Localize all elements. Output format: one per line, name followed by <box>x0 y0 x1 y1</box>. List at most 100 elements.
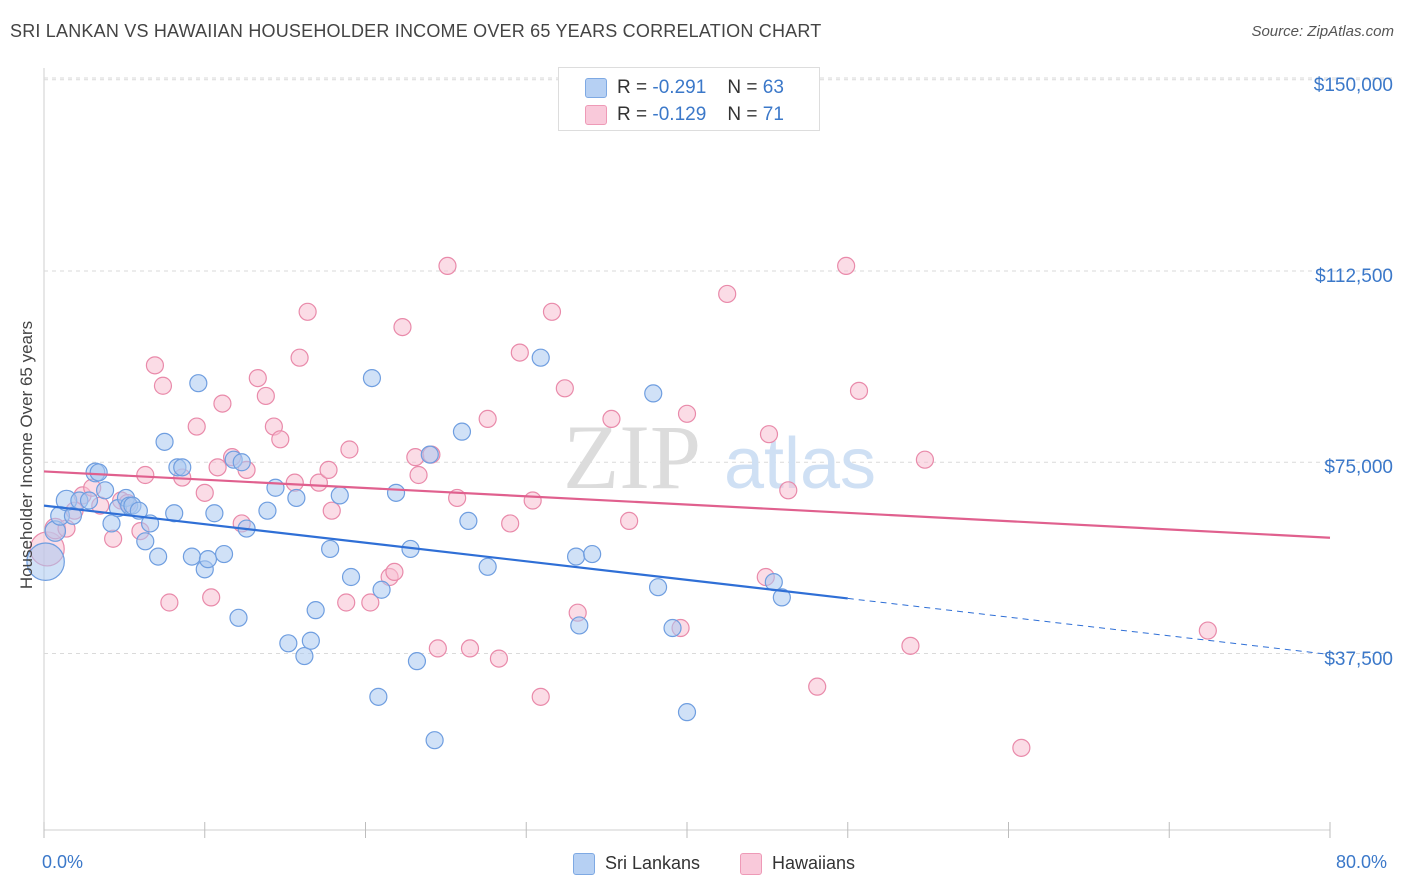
data-point <box>202 588 221 607</box>
data-point <box>583 544 602 564</box>
data-point <box>501 514 520 533</box>
data-point <box>306 601 325 620</box>
legend-n-value: 63 <box>762 77 784 98</box>
data-point <box>213 394 232 413</box>
y-axis-label: Householder Income Over 65 years <box>17 320 36 590</box>
data-point <box>510 343 529 362</box>
data-point <box>189 374 208 393</box>
data-point <box>478 409 497 428</box>
data-point <box>677 703 697 722</box>
data-point <box>385 562 404 582</box>
sri-lankans-points <box>26 348 791 750</box>
data-point <box>407 652 427 671</box>
data-point <box>301 631 320 650</box>
x-axis-ticks <box>43 822 1331 838</box>
data-point <box>153 376 173 395</box>
data-point <box>452 422 472 441</box>
hawaiians-swatch <box>585 105 607 125</box>
grid-lines <box>43 68 1395 831</box>
data-point <box>173 458 192 477</box>
data-point <box>915 450 935 469</box>
data-point <box>425 731 444 750</box>
data-point <box>104 529 123 548</box>
data-point <box>279 634 298 653</box>
data-point <box>648 578 668 597</box>
x-tick-min: 0.0% <box>42 852 84 872</box>
data-point <box>620 511 639 531</box>
data-point <box>555 379 574 398</box>
data-point <box>849 381 869 400</box>
data-point <box>369 687 388 706</box>
data-point <box>287 488 306 508</box>
sri-lankans-swatch <box>585 78 607 98</box>
data-point <box>478 557 497 576</box>
legend-n-label: N = <box>727 104 758 125</box>
data-point <box>79 491 99 510</box>
y-tick-112500: $112,500 <box>1315 266 1393 287</box>
data-point <box>386 483 406 502</box>
y-tick-150000: $150,000 <box>1313 74 1393 96</box>
data-point <box>523 491 542 510</box>
data-point <box>393 318 412 337</box>
y-tick-75000: $75,000 <box>1324 457 1393 479</box>
data-point <box>232 453 251 472</box>
watermark-atlas: atlas <box>724 424 876 504</box>
x-tick-max: 80.0% <box>1336 852 1388 872</box>
data-point <box>285 473 304 492</box>
correlation-legend: R = -0.291 N = 63 R = -0.129 N = 71 <box>558 67 820 131</box>
data-point <box>808 677 827 696</box>
data-point <box>248 369 267 388</box>
data-point <box>136 465 155 485</box>
data-point <box>149 547 168 566</box>
data-point <box>319 460 338 479</box>
data-point <box>102 514 121 533</box>
data-point <box>1012 738 1031 757</box>
data-point <box>1198 621 1217 640</box>
data-point <box>602 409 621 428</box>
y-tick-37500: $37,500 <box>1324 648 1393 670</box>
data-point <box>459 511 478 531</box>
trend-lines <box>43 470 1331 656</box>
chart-title: SRI LANKAN VS HAWAIIAN HOUSEHOLDER INCOM… <box>10 21 822 41</box>
data-point <box>663 618 682 638</box>
data-point <box>570 616 589 635</box>
legend-r-label: R = <box>617 104 648 125</box>
legend-n-label: N = <box>727 77 758 98</box>
data-point <box>195 483 214 502</box>
data-point <box>322 501 341 520</box>
data-point <box>420 445 439 464</box>
data-point <box>214 544 234 564</box>
data-point <box>182 547 201 566</box>
sri-lankans-trend-line <box>43 504 848 600</box>
data-point <box>330 486 349 505</box>
data-point <box>337 593 356 612</box>
data-point <box>677 404 697 423</box>
data-point <box>438 256 457 275</box>
data-point <box>208 458 227 477</box>
data-point <box>95 481 115 500</box>
data-point <box>644 384 663 403</box>
data-point <box>531 348 550 367</box>
data-point <box>759 425 779 444</box>
data-point <box>165 504 184 523</box>
data-point <box>266 478 285 497</box>
data-point <box>321 539 340 559</box>
data-point <box>779 481 798 500</box>
data-point <box>542 302 562 321</box>
data-point <box>837 256 856 275</box>
data-point <box>155 432 174 451</box>
data-point <box>295 646 314 666</box>
data-point <box>460 639 480 658</box>
data-point <box>428 639 447 658</box>
data-point <box>198 550 218 569</box>
hawaiians-swatch <box>740 853 762 875</box>
source-label: Source: ZipAtlas.com <box>1251 23 1394 40</box>
bottom-legend-label: Sri Lankans <box>605 853 701 873</box>
legend-r-value: -0.129 <box>652 104 707 125</box>
data-point <box>772 588 791 607</box>
sri-lankans-trend-extension <box>847 597 1331 656</box>
data-point <box>361 593 380 612</box>
data-point <box>531 687 550 706</box>
data-point <box>298 302 317 321</box>
